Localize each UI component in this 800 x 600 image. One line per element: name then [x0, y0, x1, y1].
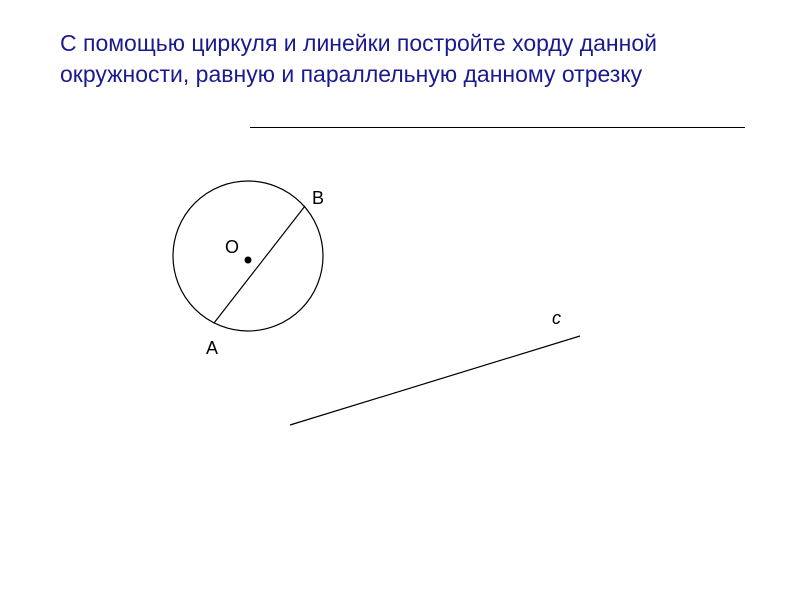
label-c: с — [552, 308, 561, 329]
diagram-svg — [0, 0, 800, 600]
circle-outline — [173, 181, 323, 331]
center-dot — [245, 257, 252, 264]
segment-c-line — [290, 336, 580, 425]
label-a: А — [206, 338, 218, 359]
label-o: О — [225, 237, 239, 258]
chord-line — [214, 206, 305, 323]
label-b: В — [312, 188, 324, 209]
